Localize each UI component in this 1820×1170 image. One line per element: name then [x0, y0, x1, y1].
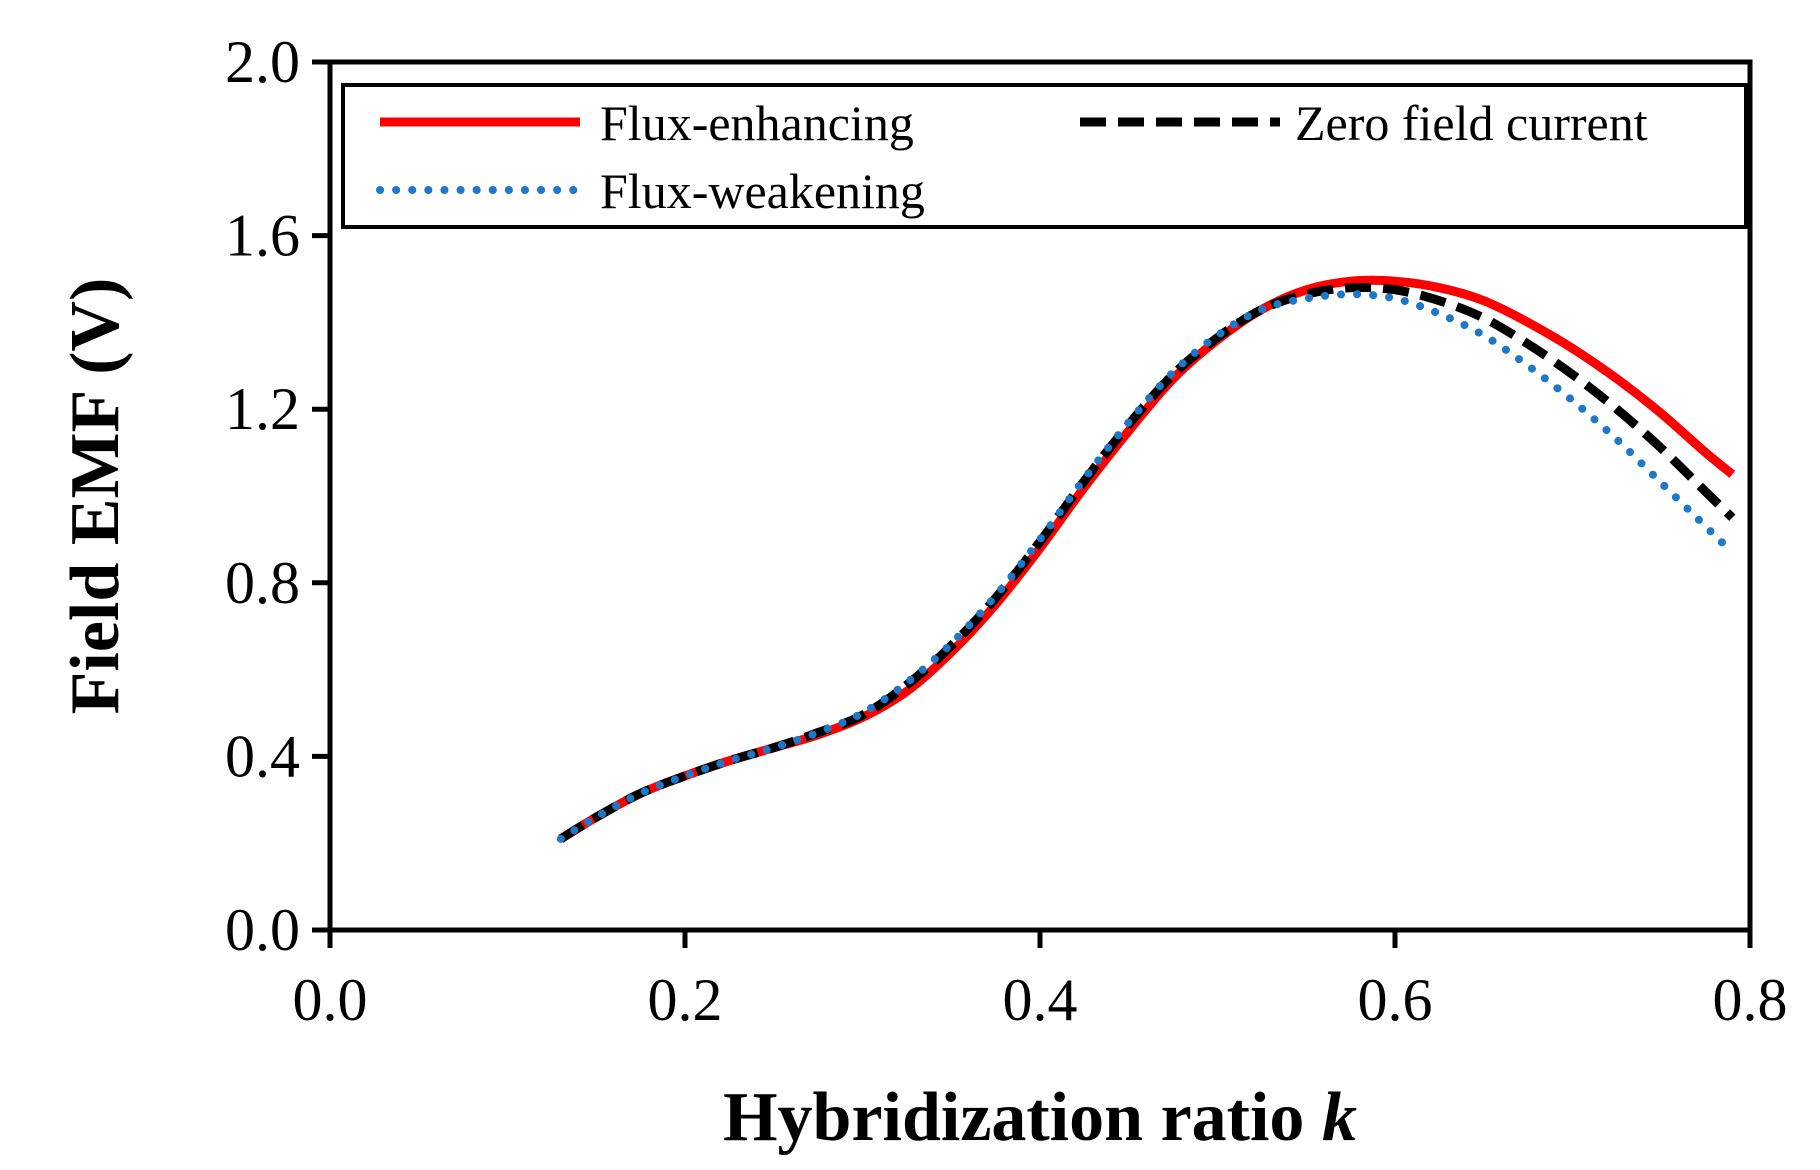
- y-tick-label: 0.0: [225, 897, 300, 963]
- x-tick-label: 0.6: [1358, 967, 1433, 1033]
- y-tick-label: 1.6: [225, 203, 300, 269]
- legend-box: [341, 83, 1748, 229]
- x-axis-title-italic: k: [1322, 1079, 1357, 1156]
- series-line-flux-weakening: [556, 290, 1737, 843]
- y-tick-label: 0.4: [225, 723, 300, 789]
- y-axis: 0.0 0.4 0.8 1.2 1.6 2.0: [225, 29, 330, 963]
- x-tick-label: 0.0: [293, 967, 368, 1033]
- legend: Flux-enhancing Zero field current Flux-wea…: [341, 83, 1748, 229]
- y-tick-label: 1.2: [225, 376, 300, 442]
- legend-label-flux-enhancing: Flux-enhancing: [600, 95, 914, 151]
- x-axis: 0.0 0.2 0.4 0.6 0.8: [293, 930, 1788, 1033]
- x-tick-label: 0.4: [1003, 967, 1078, 1033]
- x-tick-label: 0.8: [1713, 967, 1788, 1033]
- y-axis-title: Field EMF (V): [57, 278, 134, 715]
- y-tick-label: 0.8: [225, 550, 300, 616]
- x-axis-title: Hybridization ratio k: [723, 1079, 1357, 1156]
- legend-label-zero-field-current: Zero field current: [1295, 95, 1648, 151]
- y-tick-label: 2.0: [225, 29, 300, 95]
- legend-label-flux-weakening: Flux-weakening: [600, 163, 925, 219]
- x-tick-label: 0.2: [648, 967, 723, 1033]
- series-layer: [556, 275, 1737, 843]
- legend-items: Flux-enhancing Zero field current Flux-wea…: [376, 95, 1648, 219]
